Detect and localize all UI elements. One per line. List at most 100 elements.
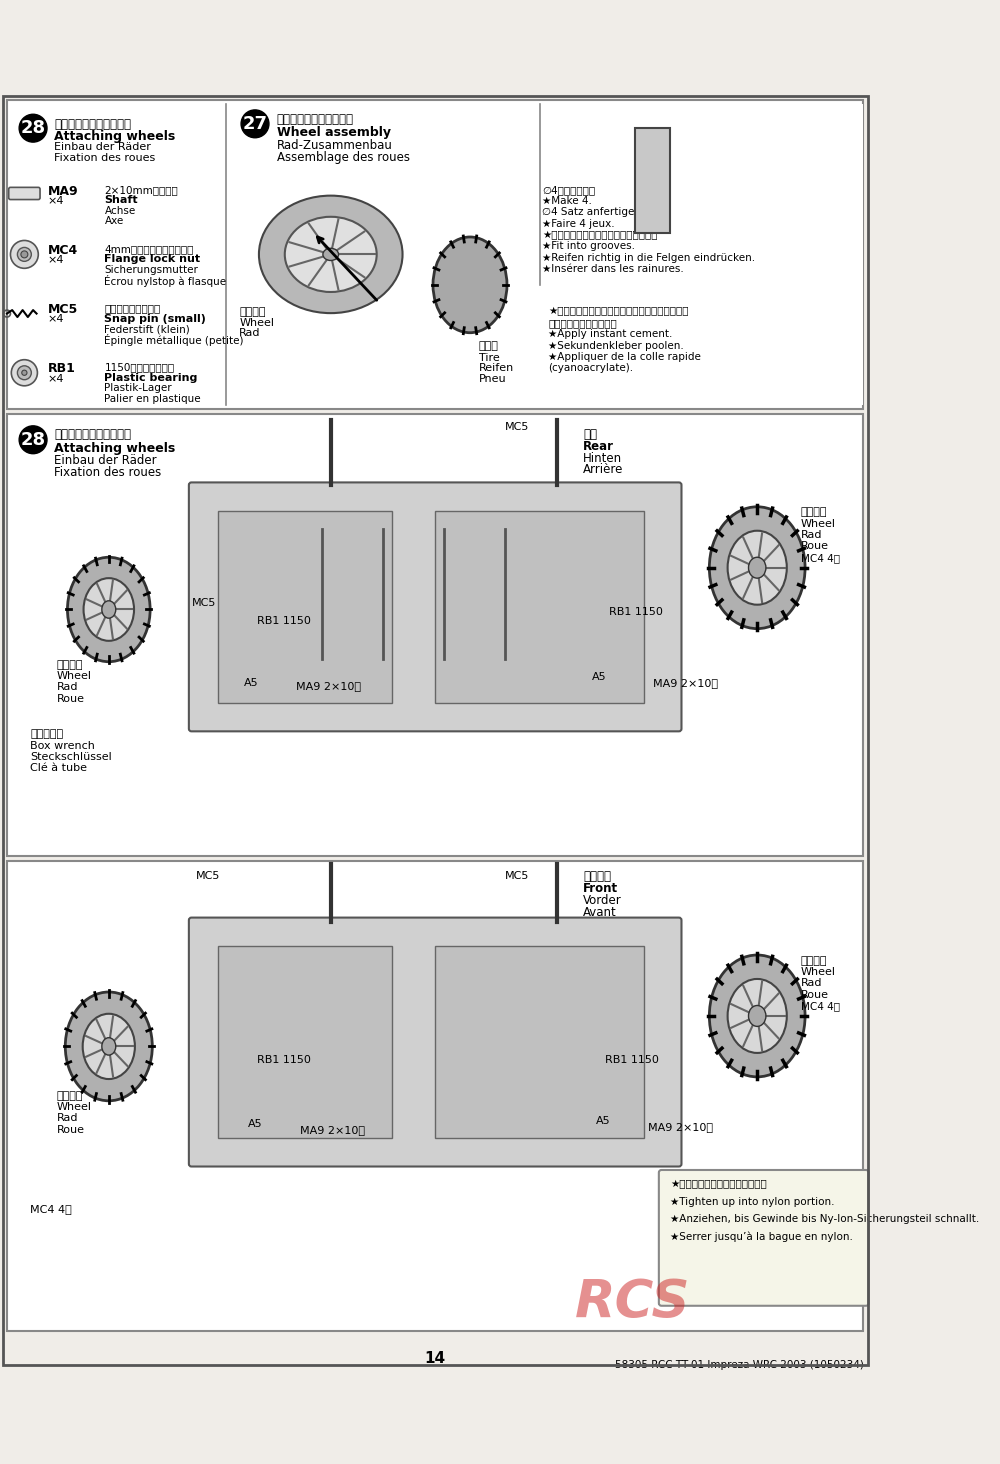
FancyBboxPatch shape (189, 483, 681, 732)
Text: ★ナイロン部までしめ込みます。: ★ナイロン部までしめ込みます。 (670, 1180, 767, 1190)
Text: （ホイールの組み立て）: （ホイールの組み立て） (277, 113, 354, 126)
Text: MA9: MA9 (48, 184, 78, 198)
Text: Hinten: Hinten (583, 452, 622, 466)
Text: スナップピン（小）: スナップピン（小） (104, 303, 161, 313)
Text: Einbau der Räder: Einbau der Räder (54, 142, 151, 152)
Text: Axe: Axe (104, 217, 124, 225)
Text: 14: 14 (425, 1351, 446, 1366)
Bar (7, 414, 863, 856)
Text: 4mmフランジロックナット: 4mmフランジロックナット (104, 244, 194, 253)
Text: RB1 1150: RB1 1150 (605, 1056, 659, 1066)
Text: ×4: ×4 (48, 373, 64, 384)
Text: Wheel: Wheel (239, 318, 274, 328)
Ellipse shape (84, 578, 134, 641)
Text: MC5: MC5 (48, 303, 78, 316)
Text: RB1 1150: RB1 1150 (257, 1056, 311, 1066)
Circle shape (11, 360, 37, 386)
Ellipse shape (102, 600, 116, 618)
Bar (229, 104, 863, 406)
Text: Box wrench: Box wrench (30, 741, 95, 751)
Text: 1150プラベアリング: 1150プラベアリング (104, 362, 175, 372)
Text: Wheel: Wheel (801, 518, 836, 529)
Text: RB1 1150: RB1 1150 (609, 608, 663, 616)
Text: Rad-Zusammenbau: Rad-Zusammenbau (277, 139, 393, 152)
Text: ★タイヤをホイールのみぞにはめます。: ★タイヤをホイールのみぞにはめます。 (542, 230, 658, 240)
Circle shape (19, 114, 47, 142)
Ellipse shape (709, 955, 805, 1078)
Text: ホイール: ホイール (57, 1091, 83, 1101)
Text: Plastik-Lager: Plastik-Lager (104, 384, 172, 394)
Bar (7, 861, 863, 1331)
Text: ホイール: ホイール (801, 956, 827, 966)
Text: Flange lock nut: Flange lock nut (104, 255, 201, 265)
Text: Roue: Roue (57, 1124, 85, 1135)
Text: ×4: ×4 (48, 196, 64, 206)
Text: MC4 4㎜: MC4 4㎜ (30, 1203, 72, 1214)
Bar (218, 946, 392, 1138)
Text: ★タイヤとホイールの間に瞬間接着剤（別売）を: ★タイヤとホイールの間に瞬間接着剤（別売）を (548, 306, 689, 316)
Text: Wheel: Wheel (57, 1102, 92, 1113)
Text: A5: A5 (592, 672, 606, 682)
Text: ホイール: ホイール (801, 508, 827, 517)
Text: ×4: ×4 (48, 315, 64, 325)
Text: Palier en plastique: Palier en plastique (104, 394, 201, 404)
Text: A5: A5 (244, 678, 258, 688)
Text: Achse: Achse (104, 205, 136, 215)
Text: Einbau der Räder: Einbau der Räder (54, 454, 157, 467)
Text: ★Faire 4 jeux.: ★Faire 4 jeux. (542, 218, 615, 228)
Circle shape (241, 110, 269, 138)
Text: RB1 1150: RB1 1150 (257, 615, 311, 625)
Ellipse shape (433, 237, 507, 332)
Text: Tire: Tire (479, 353, 499, 363)
Text: MC5: MC5 (191, 599, 216, 608)
Text: Écrou nylstop à flasque: Écrou nylstop à flasque (104, 275, 227, 287)
FancyBboxPatch shape (189, 918, 681, 1167)
Text: Rad: Rad (239, 328, 261, 338)
Text: ★Fit into grooves.: ★Fit into grooves. (542, 242, 635, 252)
Text: Federstift (klein): Federstift (klein) (104, 324, 190, 334)
Text: ★Anziehen, bis Gewinde bis Ny-lon-Sicherungsteil schnallt.: ★Anziehen, bis Gewinde bis Ny-lon-Sicher… (670, 1214, 979, 1224)
Ellipse shape (323, 249, 339, 261)
Bar (435, 511, 644, 703)
Text: Rad: Rad (57, 682, 78, 692)
Text: 流し込んで接着します。: 流し込んで接着します。 (548, 318, 617, 328)
Text: Attaching wheels: Attaching wheels (54, 442, 175, 454)
Text: 58305 RCC TT-01 Impreza WRC 2003 (1050234): 58305 RCC TT-01 Impreza WRC 2003 (105023… (615, 1360, 863, 1370)
Ellipse shape (749, 558, 766, 578)
Ellipse shape (102, 1038, 116, 1056)
Text: MC5: MC5 (505, 871, 529, 880)
Ellipse shape (65, 993, 152, 1101)
Text: 十字レンチ: 十字レンチ (30, 729, 64, 739)
Bar (7, 101, 863, 410)
Text: Roue: Roue (801, 990, 829, 1000)
Text: MC5: MC5 (505, 422, 529, 432)
Text: RB1: RB1 (48, 362, 76, 375)
Text: 28: 28 (21, 119, 46, 138)
Text: ×4: ×4 (48, 255, 64, 265)
Text: Wheel assembly: Wheel assembly (277, 126, 391, 139)
Text: A5: A5 (248, 1118, 263, 1129)
Text: (cyanoacrylate).: (cyanoacrylate). (548, 363, 633, 373)
Text: ★Reifen richtig in die Felgen eindrücken.: ★Reifen richtig in die Felgen eindrücken… (542, 253, 755, 262)
Text: （ホイールの取り付け）: （ホイールの取り付け） (54, 117, 131, 130)
Text: リア: リア (583, 429, 597, 442)
Text: ★Sekundenkleber poolen.: ★Sekundenkleber poolen. (548, 341, 684, 350)
Circle shape (19, 426, 47, 454)
Ellipse shape (728, 979, 787, 1053)
Text: Roue: Roue (801, 542, 829, 552)
Text: ホイール: ホイール (57, 660, 83, 671)
Text: Rear: Rear (583, 439, 614, 452)
Text: フロント: フロント (583, 870, 611, 883)
Text: Attaching wheels: Attaching wheels (54, 130, 175, 143)
Text: ∅4個作ります。: ∅4個作ります。 (542, 184, 595, 195)
Bar (435, 946, 644, 1138)
Text: RCS: RCS (574, 1277, 690, 1329)
Text: Rad: Rad (57, 1113, 78, 1123)
Text: Sicherungsmutter: Sicherungsmutter (104, 265, 198, 275)
Circle shape (10, 240, 38, 268)
FancyBboxPatch shape (9, 187, 40, 199)
Text: Wheel: Wheel (801, 968, 836, 976)
Text: Vorder: Vorder (583, 895, 622, 908)
Text: MC5: MC5 (196, 871, 220, 880)
Text: 27: 27 (243, 114, 268, 133)
